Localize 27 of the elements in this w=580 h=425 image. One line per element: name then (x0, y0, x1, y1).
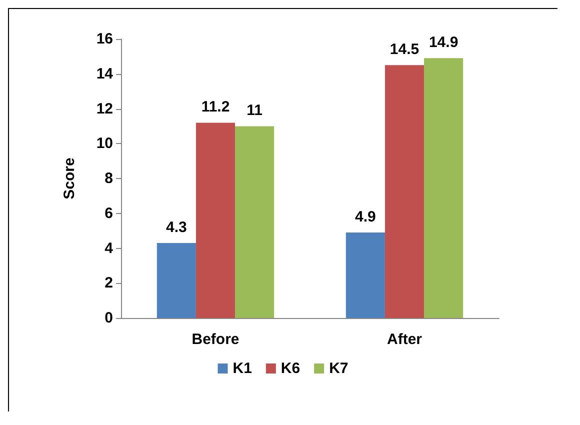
bar (156, 243, 196, 318)
x-tick-label: Before (192, 331, 240, 348)
bar (424, 58, 464, 318)
data-label: 11.2 (201, 98, 230, 116)
bar (235, 126, 274, 318)
y-tick-label: 10 (96, 135, 113, 152)
y-tick-label: 8 (104, 170, 113, 187)
bar (196, 122, 236, 318)
data-label: 4.9 (355, 208, 376, 226)
data-label: 14.9 (428, 34, 458, 52)
data-label: 14.5 (390, 41, 420, 58)
bar (346, 232, 385, 318)
y-tick-label: 2 (104, 274, 113, 292)
legend-label: K6 (280, 360, 300, 377)
y-axis-title: Score (61, 158, 78, 200)
legend-label: K1 (232, 360, 252, 377)
x-tick-label: After (386, 331, 422, 348)
data-label: 4.3 (166, 219, 187, 236)
y-tick-label: 6 (104, 204, 113, 222)
bar (384, 65, 424, 318)
y-tick-label: 16 (96, 30, 113, 48)
y-tick-label: 4 (104, 240, 114, 257)
y-tick-label: 0 (104, 310, 113, 326)
data-label: 11 (246, 102, 262, 120)
y-tick-label: 14 (96, 65, 114, 82)
legend-label: K7 (329, 360, 348, 377)
y-tick-label: 12 (96, 100, 113, 118)
